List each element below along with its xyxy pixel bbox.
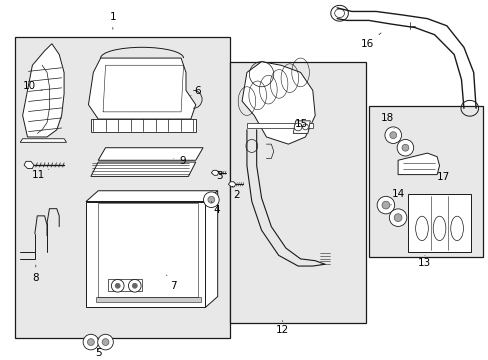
Polygon shape <box>96 297 200 302</box>
Text: 7: 7 <box>166 275 177 291</box>
Ellipse shape <box>87 339 94 346</box>
Ellipse shape <box>396 139 413 156</box>
Ellipse shape <box>302 124 308 130</box>
Polygon shape <box>86 202 205 307</box>
Polygon shape <box>407 194 470 252</box>
Ellipse shape <box>207 196 214 203</box>
Bar <box>229 62 366 323</box>
Ellipse shape <box>388 209 406 226</box>
Text: 6: 6 <box>190 86 200 96</box>
Text: 1: 1 <box>109 12 116 30</box>
Text: 14: 14 <box>390 189 404 205</box>
Polygon shape <box>86 191 217 202</box>
Ellipse shape <box>115 283 120 288</box>
Ellipse shape <box>432 216 445 240</box>
Ellipse shape <box>203 192 219 207</box>
Ellipse shape <box>381 201 389 209</box>
Polygon shape <box>397 153 439 175</box>
Polygon shape <box>24 161 34 168</box>
Ellipse shape <box>111 279 124 292</box>
Ellipse shape <box>389 132 396 139</box>
Ellipse shape <box>83 334 99 350</box>
Ellipse shape <box>132 283 137 288</box>
Ellipse shape <box>450 216 463 240</box>
Ellipse shape <box>401 144 408 151</box>
Text: 9: 9 <box>173 156 185 166</box>
Text: 11: 11 <box>32 169 48 180</box>
Bar <box>368 107 483 257</box>
Ellipse shape <box>384 127 401 143</box>
Polygon shape <box>20 139 66 142</box>
Bar <box>15 37 229 338</box>
Ellipse shape <box>393 214 401 221</box>
Text: 12: 12 <box>275 320 288 334</box>
Polygon shape <box>205 191 217 307</box>
Polygon shape <box>211 170 218 175</box>
Polygon shape <box>108 279 142 291</box>
Text: 18: 18 <box>380 113 393 129</box>
Polygon shape <box>88 58 195 119</box>
Polygon shape <box>246 123 312 128</box>
Polygon shape <box>293 121 310 133</box>
Polygon shape <box>22 44 64 137</box>
Polygon shape <box>91 119 195 132</box>
Ellipse shape <box>376 196 394 214</box>
Text: 10: 10 <box>22 81 42 91</box>
Text: 13: 13 <box>417 255 430 268</box>
Text: 4: 4 <box>211 202 220 216</box>
Text: 16: 16 <box>360 33 380 49</box>
Text: 15: 15 <box>294 120 307 129</box>
Ellipse shape <box>98 334 113 350</box>
Polygon shape <box>242 62 315 144</box>
Text: 17: 17 <box>436 169 449 182</box>
Polygon shape <box>91 162 195 176</box>
Ellipse shape <box>128 279 141 292</box>
Text: 8: 8 <box>32 265 39 283</box>
Ellipse shape <box>294 123 302 131</box>
Text: 5: 5 <box>95 348 102 358</box>
Polygon shape <box>98 148 203 160</box>
Ellipse shape <box>102 339 109 346</box>
Polygon shape <box>228 182 235 187</box>
Text: 2: 2 <box>232 186 240 200</box>
Ellipse shape <box>415 216 427 240</box>
Text: 3: 3 <box>215 171 222 181</box>
